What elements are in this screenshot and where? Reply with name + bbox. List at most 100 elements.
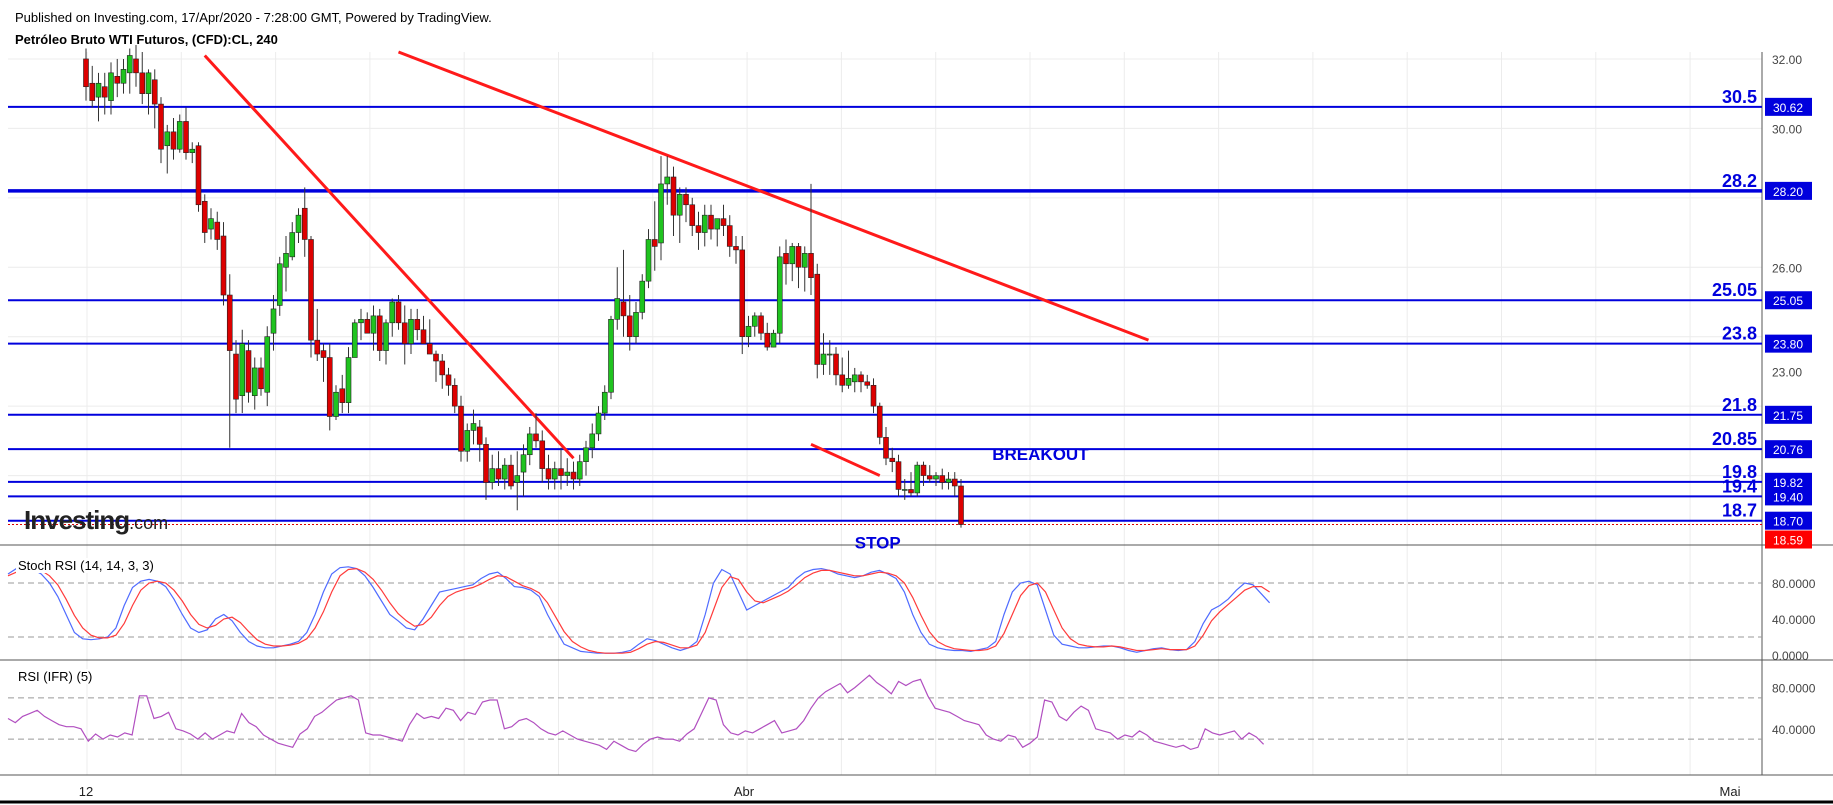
candle-up bbox=[645, 239, 652, 282]
candle-down bbox=[889, 457, 896, 462]
candle-down bbox=[764, 332, 771, 348]
last-price-badge bbox=[1765, 530, 1812, 549]
candle-down bbox=[839, 374, 846, 386]
level-badge-text: 21.75 bbox=[1773, 409, 1803, 423]
candle-up bbox=[289, 232, 296, 258]
candle-down bbox=[870, 384, 877, 407]
y-tick-label: 23.00 bbox=[1772, 365, 1802, 379]
candle-down bbox=[689, 204, 696, 226]
candle-down bbox=[326, 357, 333, 417]
level-badge-text: 19.82 bbox=[1773, 476, 1803, 490]
candle-up bbox=[351, 322, 358, 358]
candle-up bbox=[345, 357, 352, 403]
x-tick-label: Abr bbox=[734, 784, 755, 799]
candle-down bbox=[726, 225, 733, 247]
candle-down bbox=[133, 58, 139, 74]
candle-down bbox=[733, 246, 739, 251]
indicator-series-line bbox=[7, 566, 1271, 654]
trendline bbox=[810, 442, 881, 477]
level-badge-text: 20.76 bbox=[1773, 443, 1803, 457]
candle-up bbox=[470, 423, 477, 431]
candle-up bbox=[145, 72, 152, 94]
candle-down bbox=[570, 471, 577, 480]
candle-down bbox=[814, 273, 821, 365]
level-badge bbox=[1765, 487, 1812, 506]
candle-up bbox=[120, 69, 127, 84]
candle-up bbox=[383, 322, 389, 351]
level-label: 25.05 bbox=[1712, 280, 1757, 300]
candle-up bbox=[639, 280, 646, 313]
level-badge bbox=[1765, 334, 1812, 353]
candle-down bbox=[195, 145, 202, 206]
candle-up bbox=[389, 301, 396, 324]
indicator-tick-label: 40.0000 bbox=[1772, 723, 1816, 737]
candle-down bbox=[908, 489, 914, 494]
candle-up bbox=[583, 447, 589, 462]
candle-down bbox=[83, 58, 89, 88]
candle-down bbox=[151, 79, 158, 105]
candle-down bbox=[951, 478, 958, 487]
candle-up bbox=[164, 131, 171, 147]
candle-down bbox=[620, 301, 627, 317]
candle-down bbox=[683, 194, 689, 206]
candle-down bbox=[376, 315, 383, 351]
candle-down bbox=[433, 353, 439, 362]
trendline bbox=[397, 50, 1150, 342]
level-badge-text: 28.20 bbox=[1773, 185, 1803, 199]
candle-down bbox=[670, 176, 677, 216]
candle-up bbox=[714, 218, 721, 230]
candle-up bbox=[270, 308, 277, 334]
candle-down bbox=[739, 249, 746, 337]
level-badge bbox=[1765, 291, 1812, 310]
candle-up bbox=[464, 430, 471, 452]
candle-down bbox=[220, 235, 227, 296]
indicator-tick-label: 80.0000 bbox=[1772, 682, 1816, 696]
level-badge bbox=[1765, 472, 1812, 491]
candle-down bbox=[245, 350, 252, 393]
candle-up bbox=[595, 412, 602, 435]
candle-up bbox=[801, 253, 808, 268]
candle-up bbox=[826, 353, 833, 356]
candle-up bbox=[208, 218, 214, 230]
candle-up bbox=[608, 319, 614, 393]
x-tick-label: 12 bbox=[79, 784, 93, 799]
published-info: Published on Investing.com, 17/Apr/2020 … bbox=[15, 10, 492, 25]
candle-down bbox=[364, 319, 371, 334]
candle-up bbox=[564, 471, 571, 476]
candle-up bbox=[633, 312, 639, 337]
level-label: 30.5 bbox=[1722, 87, 1757, 107]
y-tick-label: 26.00 bbox=[1772, 261, 1802, 275]
level-badge-text: 30.62 bbox=[1773, 101, 1803, 115]
candlesticks bbox=[83, 45, 964, 528]
candle-down bbox=[170, 131, 177, 150]
symbol-title: Petróleo Bruto WTI Futuros, (CFD):CL, 24… bbox=[15, 32, 278, 47]
candle-down bbox=[539, 440, 546, 469]
candle-up bbox=[276, 263, 283, 306]
level-badge bbox=[1765, 440, 1812, 459]
candle-down bbox=[483, 444, 489, 483]
candle-down bbox=[320, 350, 327, 358]
candle-down bbox=[439, 360, 446, 376]
candle-down bbox=[139, 72, 146, 94]
candle-up bbox=[551, 468, 558, 480]
level-label: 19.8 bbox=[1722, 462, 1757, 482]
candle-down bbox=[958, 485, 964, 525]
candle-down bbox=[533, 433, 539, 442]
candle-up bbox=[526, 433, 533, 456]
candle-up bbox=[126, 55, 133, 74]
investing-logo: Investing.com bbox=[24, 505, 169, 535]
candle-down bbox=[451, 384, 458, 407]
x-tick-label: Mai bbox=[1720, 784, 1741, 799]
candle-up bbox=[514, 475, 521, 483]
candle-down bbox=[420, 329, 427, 344]
stoch-rsi-panel: 80.0000 40.0000 0.0000 bbox=[7, 566, 1816, 663]
candle-down bbox=[895, 461, 902, 490]
candle-down bbox=[883, 437, 889, 459]
candle-up bbox=[745, 325, 752, 337]
annotation-label: BREAKOUT bbox=[992, 445, 1089, 464]
candle-down bbox=[795, 246, 802, 268]
candle-up bbox=[576, 461, 583, 480]
candle-up bbox=[239, 343, 246, 397]
candle-up bbox=[333, 391, 339, 417]
candle-down bbox=[939, 475, 946, 483]
